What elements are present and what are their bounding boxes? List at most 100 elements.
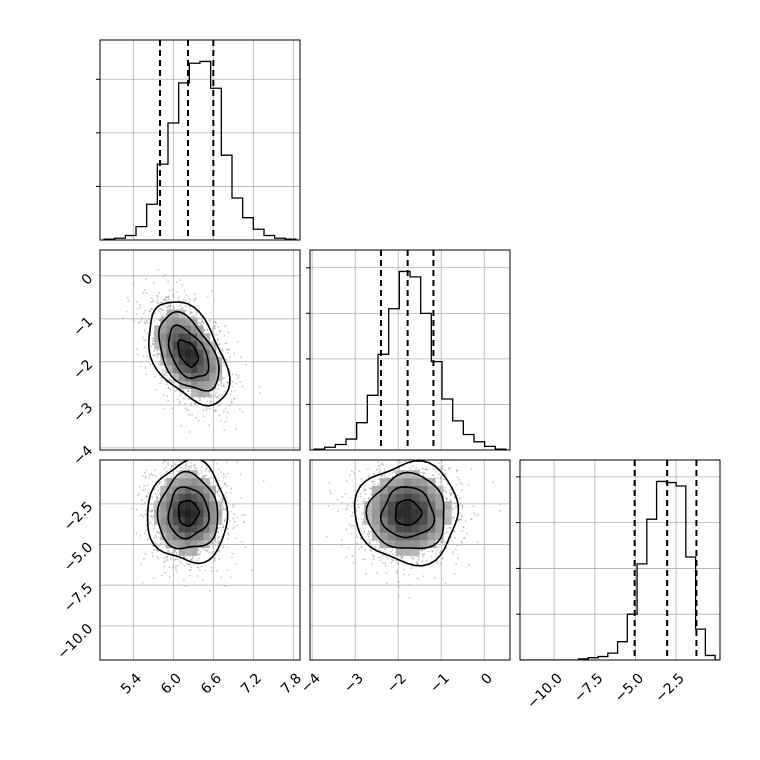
scatter-point	[183, 397, 185, 400]
scatter-point	[410, 556, 413, 559]
density-cell	[197, 509, 204, 518]
scatter-point	[163, 304, 166, 307]
scatter-point	[225, 475, 228, 478]
density-cell	[178, 524, 186, 533]
scatter-point	[211, 328, 214, 330]
density-cell	[191, 493, 198, 502]
scatter-point	[451, 507, 454, 509]
scatter-point	[234, 562, 237, 565]
scatter-point	[146, 332, 149, 335]
scatter-point	[154, 312, 157, 315]
scatter-point	[236, 461, 239, 464]
scatter-point	[140, 316, 143, 319]
scatter-point	[193, 298, 196, 301]
scatter-point	[392, 442, 394, 444]
scatter-point	[137, 322, 140, 324]
scatter-point	[165, 466, 168, 469]
density-contour	[158, 310, 220, 392]
scatter-point	[148, 492, 150, 495]
density-cell	[184, 381, 192, 390]
scatter-point	[195, 297, 198, 300]
scatter-point	[156, 356, 159, 358]
scatter-point	[212, 542, 215, 545]
scatter-point	[453, 530, 455, 533]
scatter-point	[145, 373, 147, 376]
scatter-point	[213, 560, 216, 562]
scatter-point	[154, 487, 156, 490]
scatter-point	[190, 462, 193, 464]
scatter-point	[435, 471, 437, 473]
scatter-point	[214, 393, 217, 396]
scatter-point	[182, 456, 184, 458]
scatter-point	[229, 404, 232, 406]
scatter-point	[171, 465, 173, 468]
scatter-point	[444, 487, 447, 489]
scatter-point	[208, 470, 210, 473]
scatter-point	[470, 518, 473, 521]
scatter-point	[210, 570, 213, 572]
scatter-point	[173, 456, 175, 458]
hist-panel	[310, 250, 510, 450]
scatter-point	[221, 349, 224, 352]
scatter-point	[168, 551, 171, 554]
scatter-point	[394, 470, 396, 473]
scatter-point	[215, 322, 218, 325]
scatter-point	[387, 558, 390, 561]
scatter-point	[208, 551, 211, 553]
scatter-point	[198, 473, 201, 476]
scatter-point	[185, 463, 188, 465]
scatter-point	[169, 454, 171, 456]
scatter-point	[143, 558, 145, 560]
scatter-point	[132, 282, 135, 285]
scatter-point	[167, 296, 169, 299]
scatter-point	[460, 519, 463, 521]
scatter-point	[209, 319, 212, 321]
density-cell	[160, 333, 167, 342]
scatter-point	[188, 431, 191, 433]
scatter-point	[156, 497, 159, 500]
scatter-point	[231, 556, 233, 559]
scatter-point	[170, 556, 173, 559]
scatter-point	[396, 570, 398, 573]
scatter-point	[155, 531, 158, 534]
scatter-point	[443, 478, 445, 481]
scatter-point	[437, 473, 440, 476]
scatter-point	[142, 291, 145, 294]
scatter-point	[164, 560, 167, 563]
density-cell	[197, 333, 204, 342]
density-cell	[178, 516, 186, 525]
scatter-point	[222, 545, 224, 548]
scatter-point	[368, 532, 370, 535]
scatter-point	[181, 284, 184, 286]
scatter-point	[189, 313, 192, 315]
scatter-point	[423, 471, 425, 474]
scatter-point	[143, 329, 146, 332]
scatter-point	[176, 476, 179, 479]
scatter-point	[425, 559, 428, 562]
scatter-point	[135, 532, 138, 535]
scatter-point	[499, 509, 501, 512]
scatter-point	[233, 520, 236, 523]
scatter-point	[223, 361, 225, 364]
scatter-point	[211, 290, 214, 292]
scatter-point	[154, 375, 156, 378]
scatter-point	[187, 455, 189, 457]
scatter-point	[144, 532, 147, 535]
scatter-point	[159, 308, 162, 310]
density-cell	[184, 547, 192, 556]
scatter-point	[167, 461, 169, 464]
scatter-point	[345, 528, 348, 531]
scatter-point	[143, 321, 146, 324]
scatter-point	[445, 451, 447, 453]
scatter-point	[141, 499, 143, 502]
density-cell	[203, 493, 210, 502]
scatter-point	[200, 466, 203, 468]
scatter-point	[190, 404, 192, 407]
scatter-point	[450, 540, 453, 542]
scatter-point	[176, 551, 178, 554]
scatter-point	[143, 484, 146, 487]
scatter-point	[326, 535, 328, 538]
scatter-point	[216, 388, 219, 391]
scatter-point	[367, 497, 370, 499]
scatter-point	[160, 377, 163, 379]
